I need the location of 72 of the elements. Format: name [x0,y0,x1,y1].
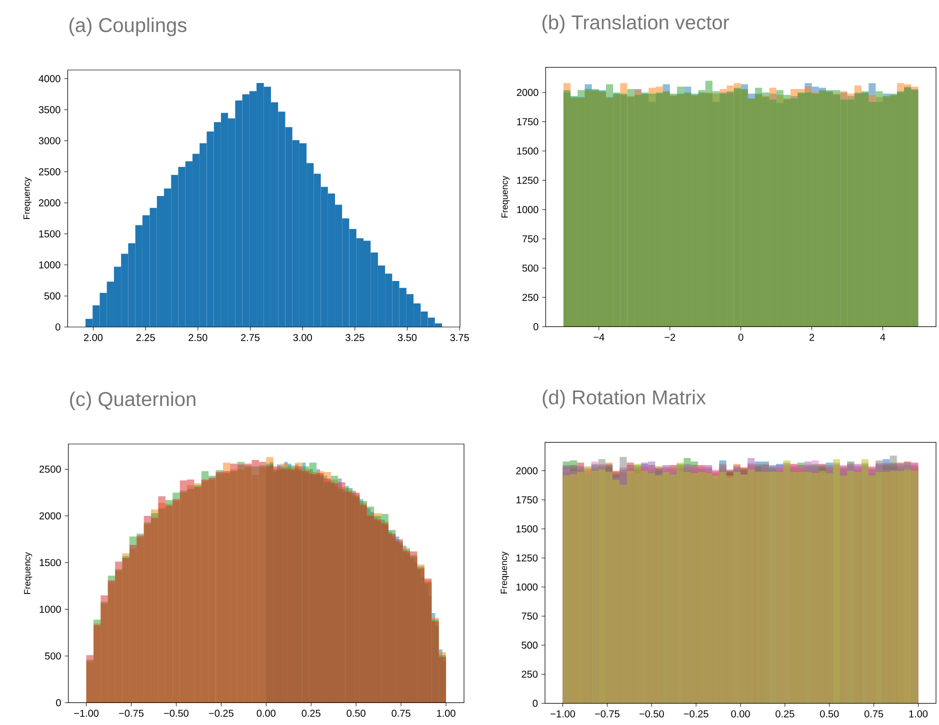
y-tick-label: 2500 [40,466,61,473]
y-axis-title: Frequency [23,177,32,220]
y-tick-label: 1500 [516,525,538,532]
y-tick-label: 250 [522,294,538,301]
y-tick-label: 2000 [38,199,60,206]
x-tick-label: 3.25 [346,334,364,342]
y-tick-label: 1250 [517,176,538,184]
x-tick-label: 4 [880,334,886,341]
y-tick-label: 1000 [40,606,61,613]
y-tick-label: 3500 [38,106,60,114]
y-tick-label: 1500 [517,147,538,155]
y-tick-label: 2000 [40,512,61,520]
chart-title: (c) Quaternion [70,392,196,410]
x-tick-label: 3.75 [450,334,469,342]
x-tick-label: −2 [664,334,676,341]
x-tick-label: 2 [810,334,814,341]
x-tick-label: 0.50 [346,710,366,717]
x-tick-label: 3.00 [293,334,312,342]
x-tick-label: −0.50 [164,710,188,717]
x-tick-label: 0.25 [302,710,320,717]
x-tick-label: 1.00 [437,710,456,717]
y-tick-label: 1750 [516,496,538,504]
chart-title: (a) Couplings [69,18,186,36]
x-tick-label: −0.25 [684,710,708,718]
y-axis-title: Frequency [24,552,32,594]
x-tick-label: −0.50 [639,710,664,718]
y-tick-label: 500 [44,292,60,300]
y-tick-label: 750 [522,612,538,620]
x-tick-label: 0.75 [392,710,410,717]
x-tick-label: 2.50 [188,334,208,342]
x-tick-label: −1.00 [74,710,99,717]
x-tick-label: −1.00 [550,710,576,718]
y-tick-label: 2000 [516,88,538,96]
y-tick-label: 2500 [38,168,60,176]
y-tick-label: 500 [522,642,538,649]
y-tick-label: 0 [55,323,60,331]
y-tick-label: 500 [522,264,538,272]
x-tick-label: 1.00 [909,710,928,718]
x-tick-label: 2.00 [84,334,103,342]
x-tick-label: 0.25 [776,710,794,718]
y-tick-label: 1250 [516,554,538,562]
y-tick-label: 1500 [39,230,60,238]
x-tick-label: 0.00 [256,710,276,717]
chart-title: (b) Translation vector [542,14,730,34]
x-tick-label: −0.75 [119,710,144,717]
x-tick-label: 2.75 [241,334,260,342]
x-tick-label: 3.50 [398,334,417,342]
y-tick-label: 750 [522,235,538,242]
y-tick-label: 0 [56,699,61,706]
y-tick-label: 2000 [516,467,538,474]
y-tick-label: 1000 [517,206,538,214]
x-tick-label: −0.25 [209,710,234,717]
y-axis-title: Frequency [500,552,509,594]
chart-title: (d) Rotation Matrix [542,390,706,408]
y-tick-label: 3000 [38,137,60,144]
y-tick-label: 1750 [517,118,538,126]
y-tick-label: 0 [532,700,538,707]
y-tick-label: 0 [534,323,538,330]
x-tick-label: 0.50 [820,710,839,718]
y-tick-label: 4000 [38,75,60,82]
y-axis-title: Frequency [502,176,510,218]
x-tick-label: 0.75 [864,710,884,718]
x-tick-label: −4 [594,334,604,341]
y-tick-label: 1000 [516,584,538,591]
x-tick-label: 2.25 [136,334,155,342]
y-tick-label: 500 [44,652,61,660]
x-tick-label: 0.00 [731,710,750,718]
y-tick-label: 250 [522,670,538,678]
x-tick-label: −0.75 [595,710,620,718]
x-tick-label: 0 [738,334,744,341]
y-tick-label: 1500 [40,559,61,566]
y-tick-label: 1000 [39,261,60,268]
